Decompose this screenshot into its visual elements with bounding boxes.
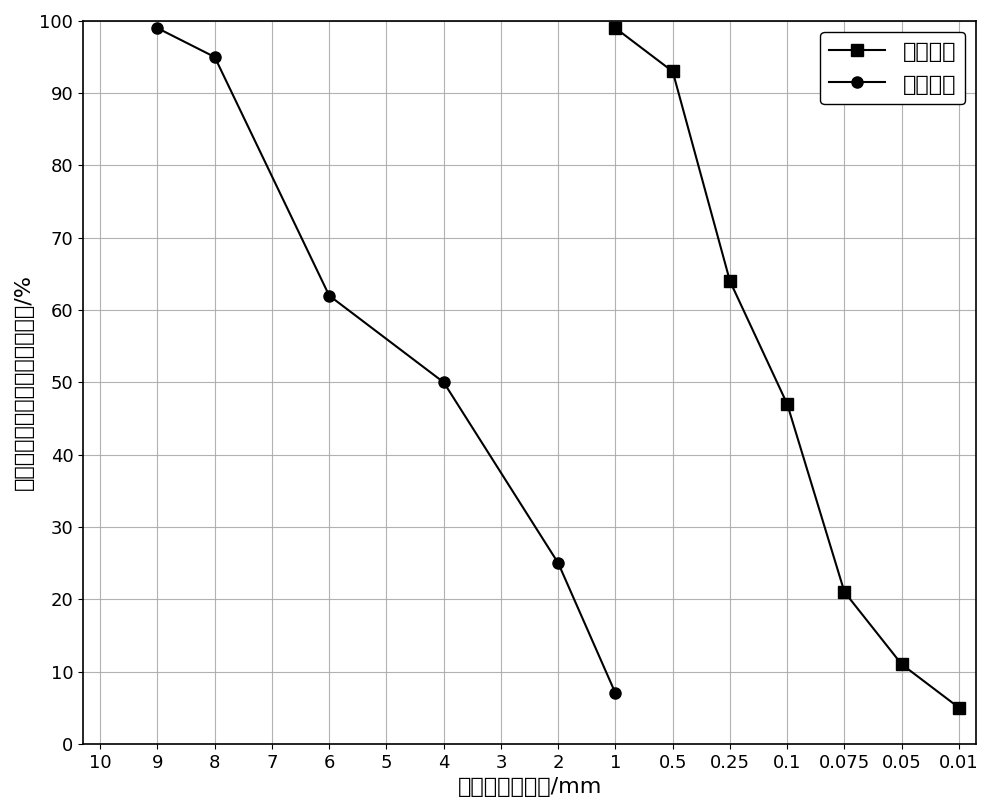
Y-axis label: 小于某粒径的尾矿砂质量百分数/%: 小于某粒径的尾矿砂质量百分数/% (14, 274, 34, 491)
X-axis label: 尾矿砂额粒直径/mm: 尾矿砂额粒直径/mm (457, 777, 601, 797)
筛分试验 (895, 659, 907, 669)
数値试验 (609, 689, 621, 698)
筛分试验 (724, 277, 736, 286)
筛分试验 (609, 24, 621, 33)
筛分试验 (838, 587, 850, 597)
Line: 数値试验: 数値试验 (152, 23, 620, 699)
数値试验 (323, 290, 335, 300)
Legend: 筛分试验, 数値试验: 筛分试验, 数値试验 (820, 32, 964, 104)
数値试验 (437, 377, 449, 387)
筛分试验 (780, 399, 792, 409)
数値试验 (552, 558, 564, 568)
数値试验 (151, 24, 163, 33)
筛分试验 (666, 67, 678, 76)
数値试验 (209, 52, 221, 62)
Line: 筛分试验: 筛分试验 (609, 23, 963, 713)
筛分试验 (952, 703, 964, 713)
